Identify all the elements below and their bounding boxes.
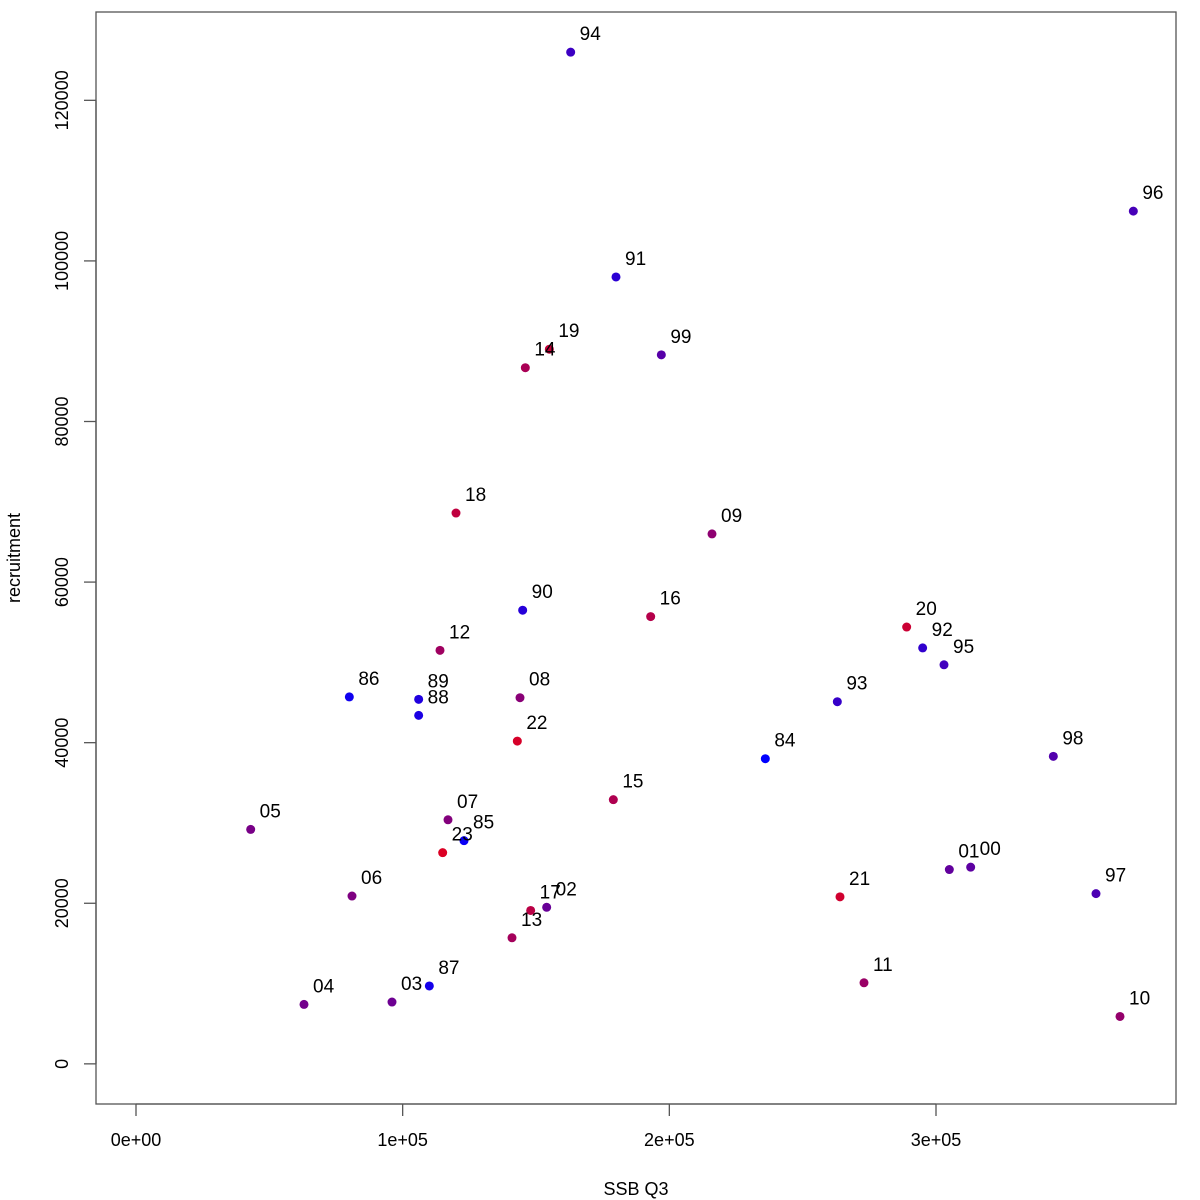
- point-89: [414, 694, 424, 704]
- point-09: [707, 529, 717, 539]
- point-label-17: 17: [540, 882, 561, 903]
- point-label-94: 94: [580, 24, 602, 45]
- point-06: [347, 891, 357, 901]
- point-label-87: 87: [438, 958, 459, 979]
- point-label-03: 03: [401, 974, 422, 995]
- point-label-16: 16: [660, 589, 681, 610]
- point-label-12: 12: [449, 622, 470, 643]
- point-03: [387, 997, 397, 1007]
- point-label-18: 18: [465, 485, 486, 506]
- x-axis-title: SSB Q3: [603, 1179, 668, 1199]
- x-tick-label: 0e+00: [111, 1130, 162, 1150]
- x-tick-label: 3e+05: [911, 1130, 962, 1150]
- point-87: [424, 981, 434, 991]
- point-15: [608, 795, 618, 805]
- point-label-15: 15: [622, 772, 643, 793]
- point-86: [344, 692, 354, 702]
- point-label-01: 01: [958, 842, 979, 863]
- point-label-00: 00: [980, 839, 1001, 860]
- point-93: [832, 697, 842, 707]
- point-23: [438, 848, 448, 858]
- point-label-06: 06: [361, 868, 382, 889]
- point-88: [414, 710, 424, 720]
- point-07: [443, 815, 453, 825]
- point-84: [760, 754, 770, 764]
- y-tick-label: 120000: [52, 70, 72, 130]
- point-12: [435, 645, 445, 655]
- point-label-05: 05: [260, 801, 281, 822]
- point-label-85: 85: [473, 813, 494, 834]
- point-label-95: 95: [953, 637, 974, 658]
- point-label-98: 98: [1062, 728, 1083, 749]
- point-14: [520, 363, 530, 373]
- point-20: [902, 622, 912, 632]
- x-tick-label: 2e+05: [644, 1130, 695, 1150]
- point-10: [1115, 1011, 1125, 1021]
- point-label-88: 88: [428, 687, 449, 708]
- point-00: [966, 862, 976, 872]
- point-label-02: 02: [556, 879, 577, 900]
- point-label-07: 07: [457, 792, 478, 813]
- point-label-21: 21: [849, 869, 870, 890]
- point-91: [611, 272, 621, 282]
- point-96: [1128, 206, 1138, 216]
- y-axis: 0 20000 40000 60000 80000 100000 120000: [52, 70, 97, 1069]
- point-95: [939, 660, 949, 670]
- point-98: [1048, 751, 1058, 761]
- point-label-92: 92: [932, 620, 953, 641]
- point-22: [512, 736, 522, 746]
- point-label-99: 99: [670, 327, 691, 348]
- point-label-11: 11: [873, 955, 893, 976]
- point-label-84: 84: [774, 731, 796, 752]
- point-label-09: 09: [721, 506, 742, 527]
- point-92: [918, 643, 928, 653]
- point-label-22: 22: [526, 713, 547, 734]
- point-17: [526, 905, 536, 915]
- data-points: [246, 47, 1138, 1021]
- point-label-08: 08: [529, 670, 550, 691]
- point-label-23: 23: [452, 825, 473, 846]
- point-02: [542, 902, 552, 912]
- y-tick-label: 0: [52, 1059, 72, 1069]
- point-13: [507, 933, 517, 943]
- point-99: [656, 350, 666, 360]
- point-label-19: 19: [558, 321, 579, 342]
- point-label-97: 97: [1105, 866, 1126, 887]
- y-tick-label: 20000: [52, 878, 72, 928]
- point-label-90: 90: [532, 582, 553, 603]
- plot-frame: [95, 11, 1177, 1105]
- point-19: [544, 344, 554, 354]
- y-axis-title: recruitment: [4, 513, 24, 603]
- point-97: [1091, 889, 1101, 899]
- point-11: [859, 978, 869, 988]
- point-90: [518, 605, 528, 615]
- x-axis: 0e+00 1e+05 2e+05 3e+05: [111, 1103, 962, 1150]
- point-label-14: 14: [534, 340, 556, 361]
- y-tick-label: 60000: [52, 557, 72, 607]
- point-label-96: 96: [1142, 183, 1163, 204]
- point-94: [566, 47, 576, 57]
- x-tick-label: 1e+05: [377, 1130, 428, 1150]
- point-label-13: 13: [521, 910, 542, 931]
- y-tick-label: 40000: [52, 718, 72, 768]
- point-21: [835, 892, 845, 902]
- point-label-20: 20: [916, 599, 937, 620]
- point-label-10: 10: [1129, 988, 1150, 1009]
- point-label-04: 04: [313, 976, 335, 997]
- point-05: [246, 824, 256, 834]
- point-16: [646, 612, 656, 622]
- point-label-91: 91: [625, 249, 646, 270]
- point-label-89: 89: [428, 671, 449, 692]
- point-85: [459, 836, 469, 846]
- point-18: [451, 508, 461, 518]
- point-label-93: 93: [846, 674, 867, 695]
- point-08: [515, 693, 525, 703]
- y-tick-label: 80000: [52, 396, 72, 446]
- y-tick-label: 100000: [52, 231, 72, 291]
- point-label-86: 86: [358, 669, 379, 690]
- point-04: [299, 999, 309, 1009]
- point-01: [944, 865, 954, 875]
